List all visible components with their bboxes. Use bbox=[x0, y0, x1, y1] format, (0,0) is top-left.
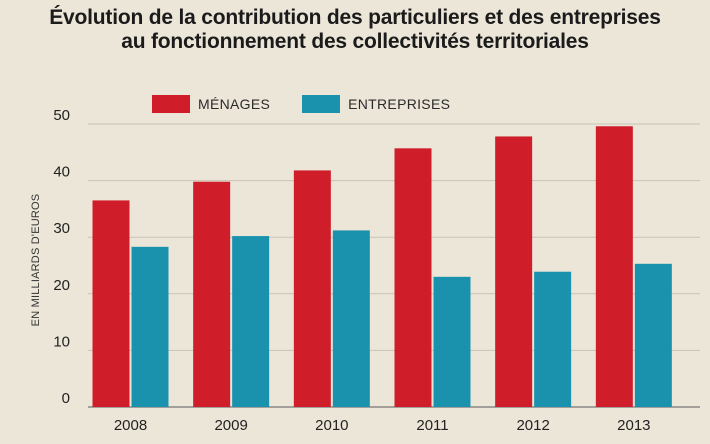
y-tick-label-10: 10 bbox=[53, 333, 70, 350]
x-tick-label-2012: 2012 bbox=[516, 417, 549, 434]
legend-item-menages: MÉNAGES bbox=[152, 95, 270, 113]
x-tick-label-2010: 2010 bbox=[315, 417, 348, 434]
chart-title-line-1: Évolution de la contribution des particu… bbox=[49, 6, 661, 29]
legend-swatch-menages bbox=[152, 95, 190, 113]
x-tick-label-2011: 2011 bbox=[416, 417, 448, 434]
legend-item-entreprises: ENTREPRISES bbox=[302, 95, 450, 113]
legend-swatch-entreprises bbox=[302, 95, 341, 113]
y-tick-label-50: 50 bbox=[53, 107, 70, 124]
x-tick-label-2013: 2013 bbox=[617, 417, 650, 434]
bar-menages-2013 bbox=[595, 126, 633, 407]
bar-menages-2008 bbox=[92, 200, 130, 407]
chart-title-line-2: au fonctionnement des collectivités terr… bbox=[121, 30, 589, 53]
bar-entreprises-2011 bbox=[433, 276, 471, 407]
bar-entreprises-2008 bbox=[131, 246, 169, 407]
bar-entreprises-2009 bbox=[232, 236, 270, 407]
bar-menages-2011 bbox=[394, 148, 432, 407]
y-tick-label-0: 0 bbox=[62, 390, 70, 407]
bar-menages-2012 bbox=[495, 136, 533, 407]
bar-menages-2009 bbox=[193, 181, 231, 407]
legend-label-menages: MÉNAGES bbox=[198, 96, 271, 112]
y-tick-label-40: 40 bbox=[53, 164, 70, 181]
x-tick-label-2009: 2009 bbox=[214, 417, 247, 434]
bar-entreprises-2012 bbox=[534, 271, 572, 407]
bar-entreprises-2013 bbox=[634, 263, 672, 407]
y-tick-label-20: 20 bbox=[53, 277, 70, 294]
x-tick-label-2008: 2008 bbox=[114, 417, 147, 434]
y-tick-label-30: 30 bbox=[53, 220, 70, 237]
legend: MÉNAGES ENTREPRISES bbox=[152, 94, 482, 114]
bar-menages-2010 bbox=[293, 170, 331, 407]
bar-entreprises-2010 bbox=[332, 230, 370, 407]
chart-title: Évolution de la contribution des particu… bbox=[0, 6, 710, 54]
legend-label-entreprises: ENTREPRISES bbox=[348, 96, 451, 112]
